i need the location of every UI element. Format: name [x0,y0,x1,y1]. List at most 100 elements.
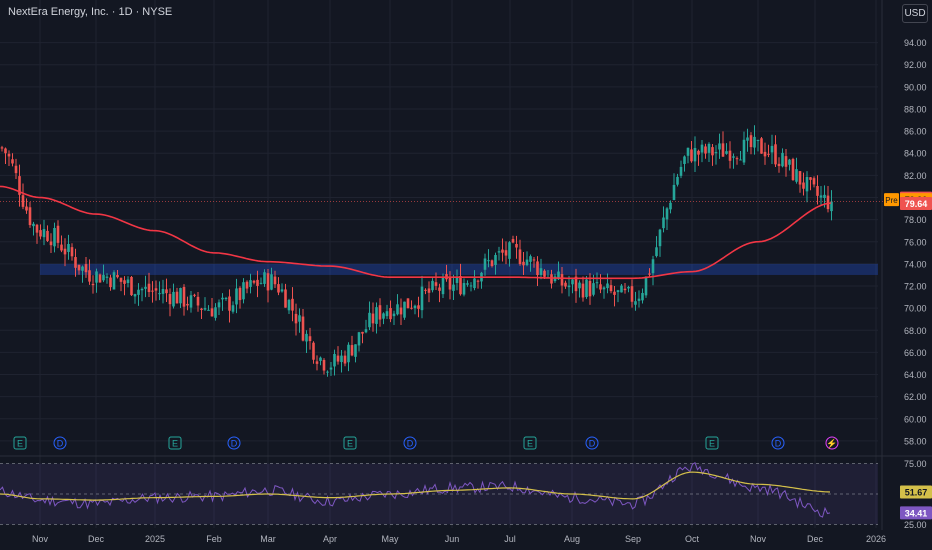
candle-body [193,294,196,296]
candle-body [84,264,88,273]
ma-layer [0,185,884,280]
rsi-badge-text: 34.41 [905,508,928,518]
candle-body [389,308,392,320]
earnings-marker: E [168,436,182,450]
candle-body [109,277,112,288]
candle-body [798,171,802,185]
candle-body [746,137,749,141]
dividend-marker: D [585,436,599,450]
candle-body [788,159,791,165]
candle-body [42,229,46,238]
candle-body [28,207,32,226]
x-tick-label: Feb [206,534,222,544]
candle-body [340,355,343,363]
candle-body [665,208,669,220]
candle-body [700,144,704,153]
candle-body [231,305,235,312]
candle-body [490,260,494,267]
event-marker-label: D [57,439,64,449]
dividend-marker: D [227,436,241,450]
candle-body [357,332,361,346]
candle-body [497,251,501,253]
candle-body [151,290,154,292]
candle-body [263,272,266,284]
event-marker-label: E [17,439,23,449]
currency-button[interactable]: USD [902,4,928,23]
candle-body [532,259,536,261]
candle-body [291,298,294,311]
event-layer: E D E D E D E D E D ⚡ [13,436,839,450]
candle-body [277,284,280,293]
candle-body [760,138,763,154]
y-tick-label: 64.00 [904,370,927,380]
candle-body [571,279,574,285]
candle-body [697,150,700,155]
candle-body [690,149,693,162]
candle-body [329,367,333,370]
candle-body [203,308,207,310]
event-marker-label: D [407,439,414,449]
x-tick-label: Sep [625,534,641,544]
x-tick-label: Dec [807,534,824,544]
candle-body [466,283,469,285]
y-tick-label: 78.00 [904,215,927,225]
candle-body [522,261,525,266]
candle-body [763,151,767,157]
candle-body [704,146,707,154]
marker-circle [771,436,785,450]
candle-body [259,282,263,284]
candle-body [756,139,760,141]
rsi-ma-badge: 51.67 [900,485,932,499]
event-marker-label: E [347,439,353,449]
candle-body [378,305,382,320]
candle-body [588,280,592,297]
candle-body [651,259,655,274]
candle-body [7,153,11,157]
event-marker-label: E [172,439,178,449]
candle-body [91,283,95,286]
candle-body [252,280,256,283]
candle-body [81,266,84,271]
candle-body [805,176,809,192]
candle-body [242,282,245,300]
earnings-marker-box [523,436,537,450]
support-zone [40,263,878,275]
candle-body [210,308,214,317]
candle-body [228,296,231,311]
candle-body [403,301,406,318]
candle-body [613,291,616,295]
y-tick-label: 90.00 [904,82,927,92]
candle-body [4,148,7,154]
candle-body [452,284,455,291]
candle-body [245,281,249,289]
last-price-badge-bg [900,196,932,210]
candle-body [728,150,732,161]
candle-body [165,289,168,294]
candle-body [473,278,476,289]
candle-body [623,288,627,291]
candle-body [459,276,462,295]
candle-body [627,286,630,289]
candle-body [672,184,676,201]
rsi-ma-line [0,471,831,501]
candle-body [347,344,350,363]
candle-body [214,307,217,318]
candle-body [112,272,116,290]
candle-body [361,331,364,334]
candle-body [147,283,151,292]
candle-body [816,186,819,196]
marker-circle [53,436,67,450]
candle-body [315,361,319,364]
candle-body [501,249,504,253]
candle-body [742,139,746,163]
candle-body [336,355,340,362]
x-tick-label: Nov [750,534,767,544]
y-tick-label: 84.00 [904,149,927,159]
candle-body [319,357,322,361]
candle-body [158,293,161,295]
marker-circle [227,436,241,450]
candle-body [32,223,35,227]
